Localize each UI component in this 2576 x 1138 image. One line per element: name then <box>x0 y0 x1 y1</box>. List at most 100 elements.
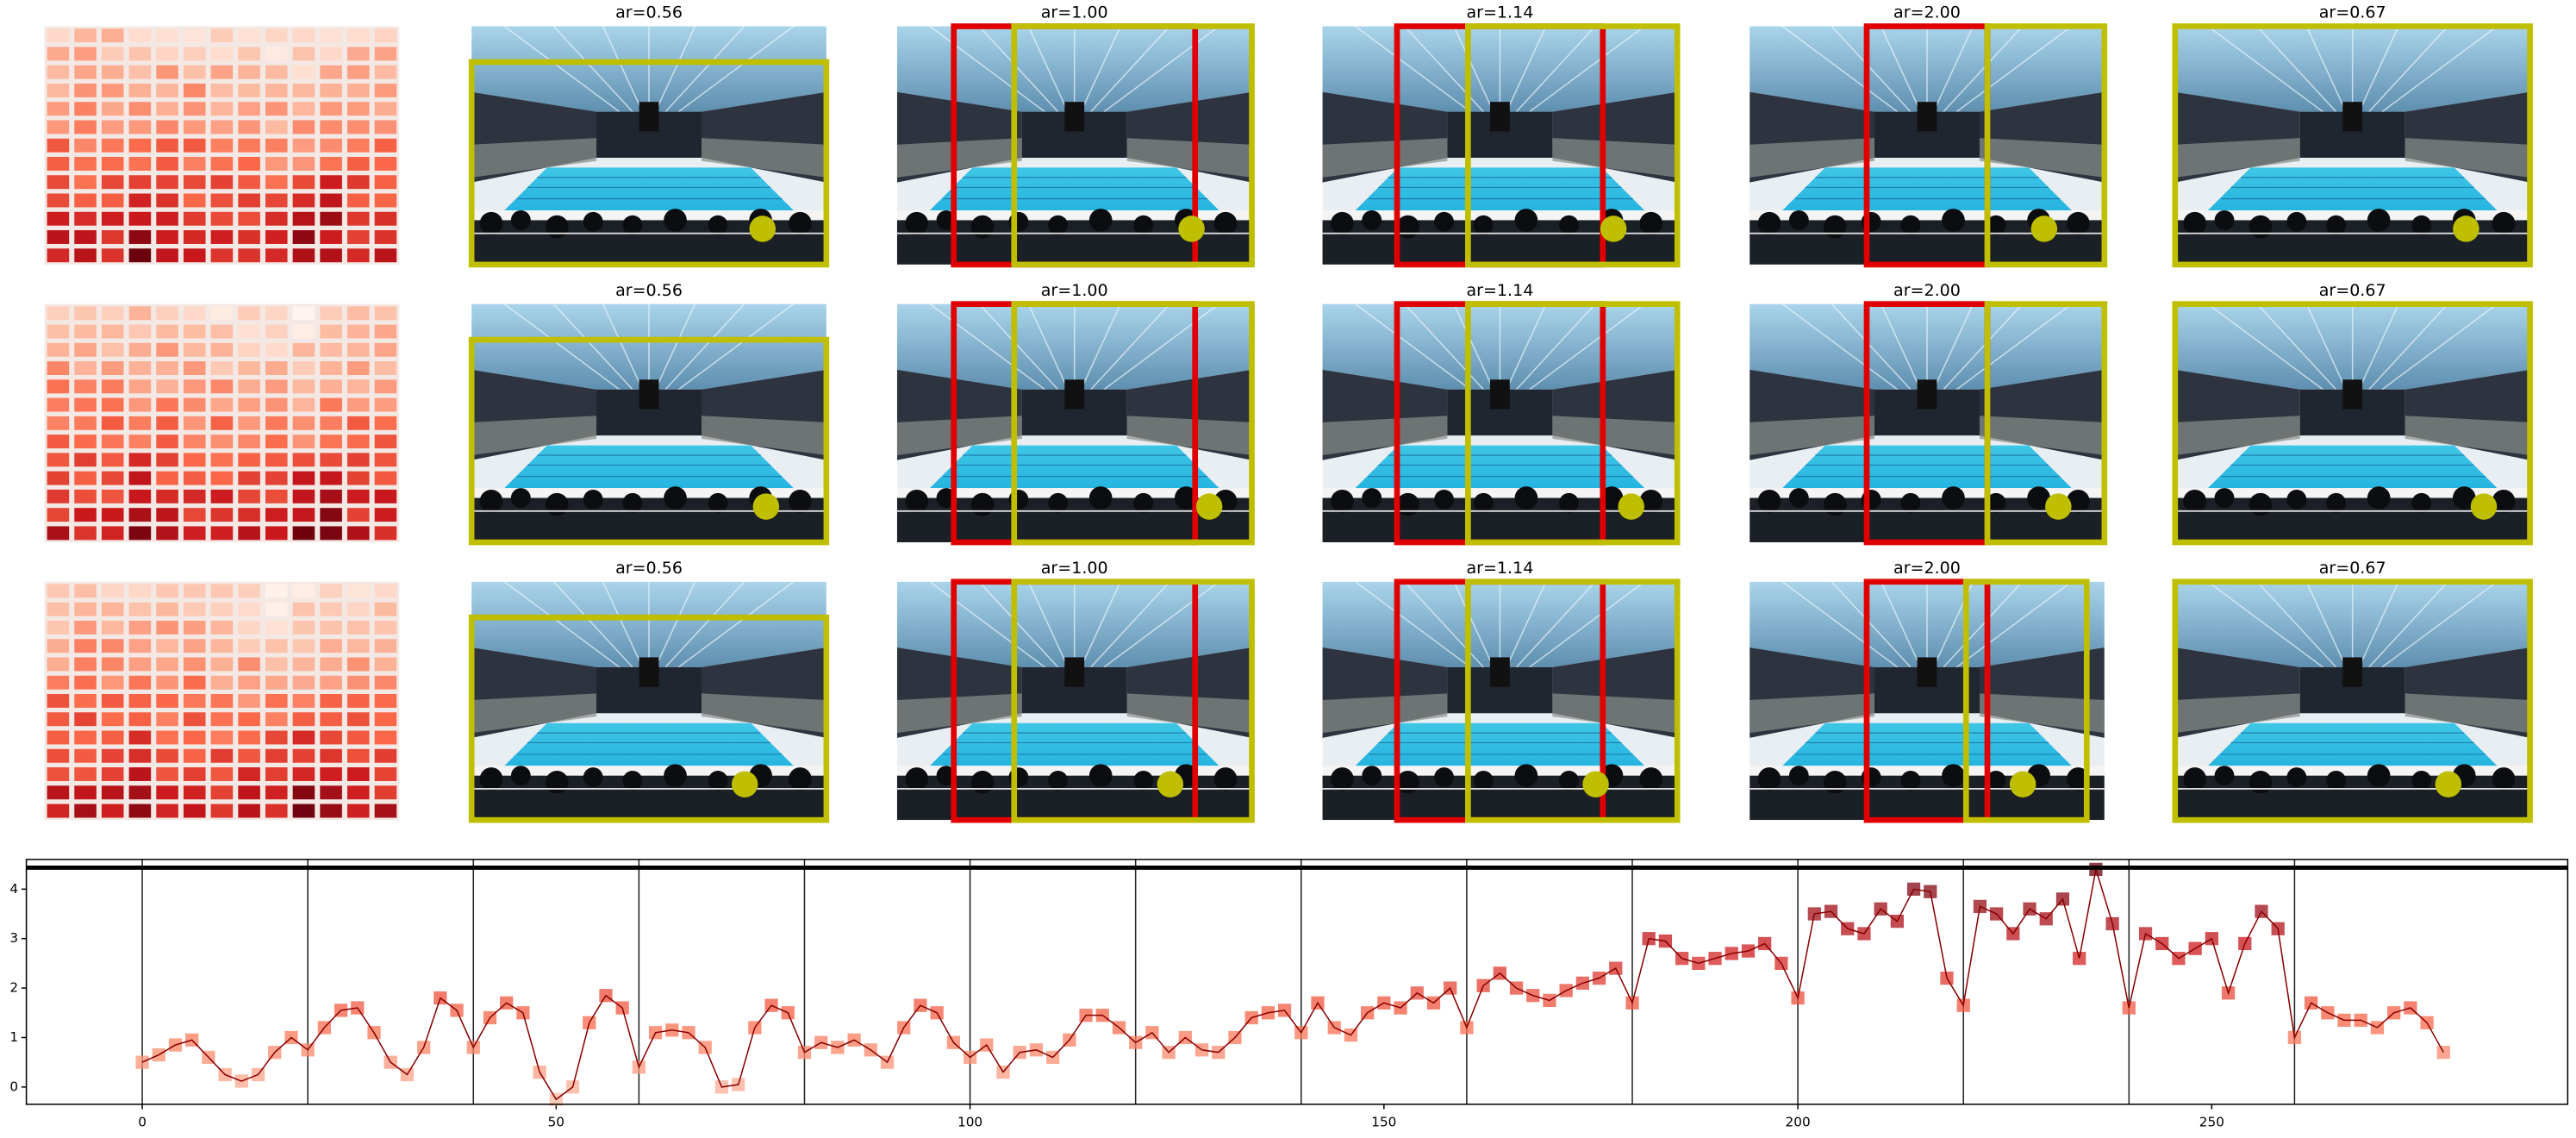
heatmap-cell <box>101 175 124 190</box>
heatmap-cell <box>346 730 370 745</box>
heatmap-cell <box>265 602 288 616</box>
heatmap-cell <box>156 230 178 244</box>
heatmap-cell <box>374 730 397 745</box>
heatmap-cell <box>238 602 260 616</box>
heatmap-cell <box>320 230 342 244</box>
heatmap-cell <box>292 211 315 226</box>
heatmap-cell <box>346 102 370 116</box>
heatmap-cell <box>101 138 124 153</box>
panel-title: ar=1.00 <box>1041 3 1108 22</box>
heatmap-cell <box>128 65 152 79</box>
heatmap-cell <box>320 306 342 321</box>
heatmap-cell <box>128 324 152 339</box>
heatmap-cell <box>47 675 70 690</box>
heatmap-cell <box>210 83 234 97</box>
heatmap-cell <box>320 397 342 412</box>
heatmap-cell <box>101 324 124 339</box>
heatmap-cell <box>265 748 288 763</box>
heatmap-cell <box>265 471 288 485</box>
heatmap-cell <box>101 803 124 818</box>
heatmap-cell <box>101 471 124 485</box>
heatmap-cell <box>74 471 97 485</box>
photo <box>1322 581 1678 821</box>
yellow-box <box>1011 301 1255 546</box>
heatmap-cell <box>47 620 70 635</box>
heatmap-cell <box>183 379 206 394</box>
heatmap-cell <box>292 526 315 541</box>
heatmap-cell <box>101 102 124 116</box>
heatmap-cell <box>320 193 342 208</box>
yellow-box <box>2172 23 2533 268</box>
heatmap-cell <box>320 28 342 43</box>
heatmap-cell <box>320 211 342 226</box>
heatmap-cell <box>238 639 260 653</box>
heatmap-cell <box>156 657 178 672</box>
heatmap-cell <box>183 712 206 727</box>
heatmap-cell <box>210 342 234 357</box>
heatmap-cell <box>238 675 260 690</box>
heatmap-cell <box>265 526 288 541</box>
heatmap-cell <box>74 211 97 226</box>
heatmap-cell <box>156 584 178 598</box>
heatmap-cell <box>156 471 178 485</box>
heatmap-cell <box>183 489 206 503</box>
heatmap-cell <box>128 584 152 598</box>
heatmap-cell <box>47 120 70 134</box>
heatmap-cell <box>47 657 70 672</box>
target-dot <box>2045 493 2072 520</box>
heatmap-cell <box>47 324 70 339</box>
heatmap-cell <box>74 230 97 244</box>
heatmap-cell <box>374 28 397 43</box>
heatmap-cell <box>292 748 315 763</box>
heatmap-cell <box>238 65 260 79</box>
heatmap-cell <box>238 453 260 467</box>
heatmap-cell <box>320 65 342 79</box>
heatmap-cell <box>183 639 206 653</box>
heatmap-cell <box>238 785 260 800</box>
heatmap-cell <box>238 803 260 818</box>
heatmap-cell <box>238 489 260 503</box>
heatmap-cell <box>374 83 397 97</box>
heatmap-cell <box>74 138 97 153</box>
heatmap-cell <box>346 675 370 690</box>
heatmap-cell <box>320 416 342 430</box>
heatmap-cell <box>101 712 124 727</box>
y-tick-label: 4 <box>9 881 18 897</box>
heatmap-cell <box>128 248 152 263</box>
heatmap-cell <box>346 639 370 653</box>
heatmap-cell <box>265 102 288 116</box>
axes-frame <box>25 859 2569 1105</box>
heatmap-cell <box>128 712 152 727</box>
marker <box>2436 1046 2450 1060</box>
heatmap-cell <box>374 584 397 598</box>
heatmap-cell <box>292 47 315 61</box>
heatmap-cell <box>210 639 234 653</box>
heatmap-cell <box>346 138 370 153</box>
data-line <box>141 869 2444 1101</box>
heatmap-cell <box>346 508 370 522</box>
panel-title: ar=2.00 <box>1893 281 1961 300</box>
yellow-box <box>1984 301 2108 546</box>
heatmap-cell <box>183 508 206 522</box>
heatmap-cell <box>320 803 342 818</box>
heatmap-cell <box>346 453 370 467</box>
heatmap-cell <box>210 120 234 134</box>
heatmap-cell <box>210 397 234 412</box>
heatmap-cell <box>238 471 260 485</box>
heatmap-cell <box>265 416 288 430</box>
heatmap-cell <box>292 175 315 190</box>
heatmap-cell <box>101 657 124 672</box>
heatmap-cell <box>156 435 178 449</box>
heatmap-cell <box>238 211 260 226</box>
heatmap-cell <box>183 397 206 412</box>
heatmap-cell <box>320 639 342 653</box>
heatmap-cell <box>292 306 315 321</box>
heatmap-cell <box>374 675 397 690</box>
heatmap-cell <box>128 230 152 244</box>
heatmap-cell <box>238 306 260 321</box>
heatmap <box>44 303 400 543</box>
heatmap-cell <box>74 803 97 818</box>
heatmap-cell <box>292 657 315 672</box>
heatmap-cell <box>128 508 152 522</box>
heatmap-cell <box>292 138 315 153</box>
